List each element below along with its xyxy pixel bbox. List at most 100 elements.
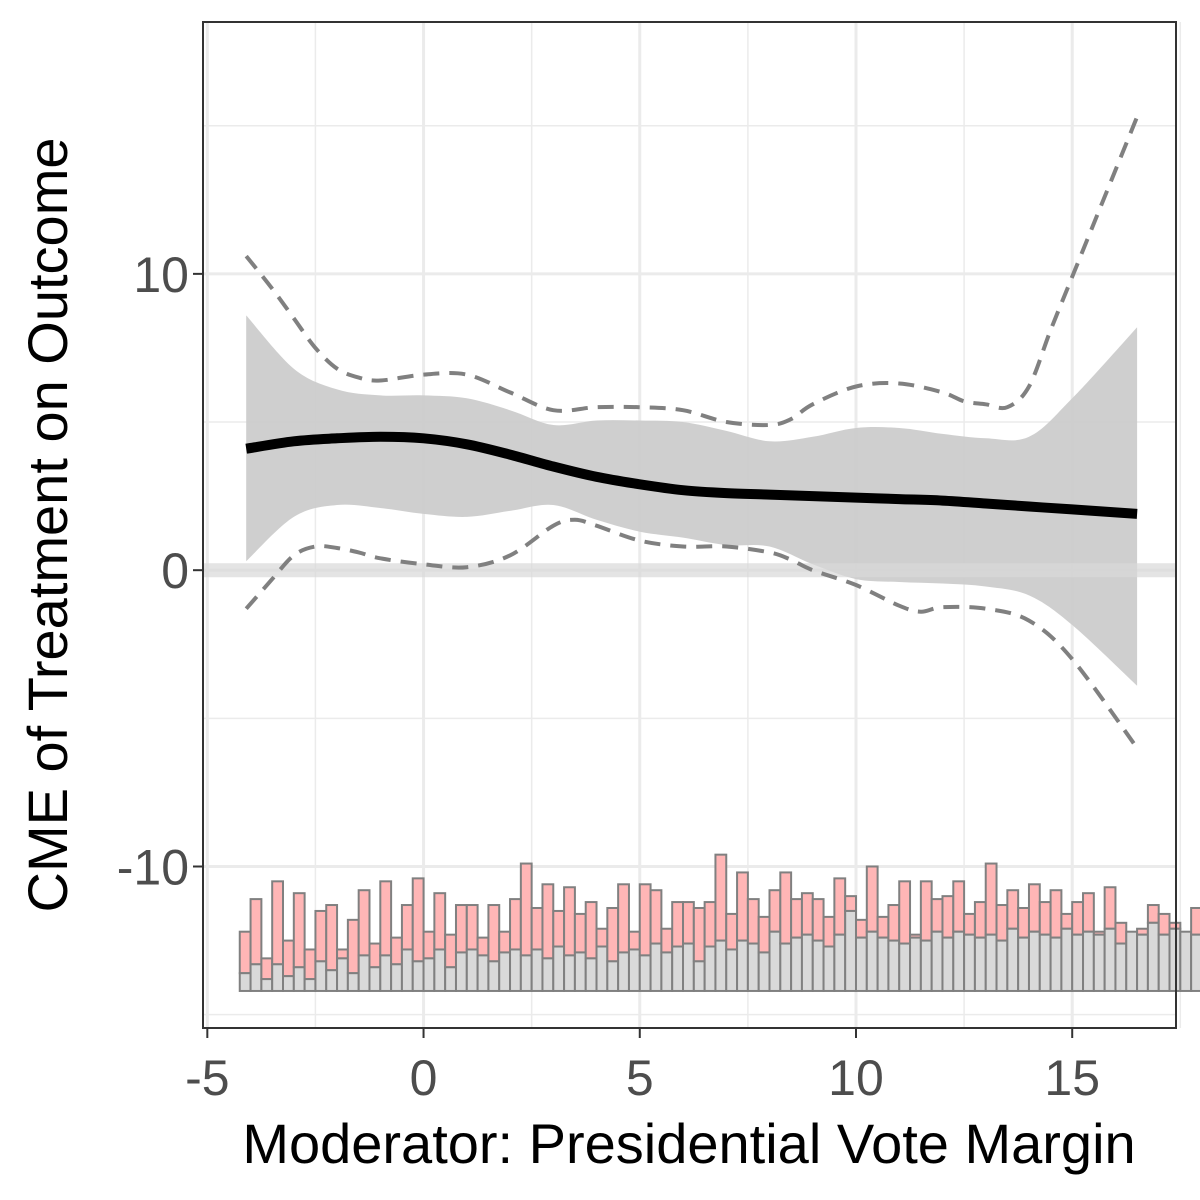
- histogram-bar-control: [757, 951, 771, 992]
- histogram-bar-control: [573, 951, 587, 992]
- histogram-bar-treated: [379, 880, 393, 957]
- histogram-bar-control: [692, 960, 706, 992]
- histogram-bar-control: [660, 951, 674, 992]
- histogram-bar-control: [909, 936, 922, 992]
- histogram-bar-treated: [682, 901, 695, 945]
- histogram-bar-control: [238, 972, 252, 992]
- y-tick-label: 10: [133, 247, 189, 303]
- histogram-bar-control: [1190, 933, 1200, 992]
- histogram-bar-control: [509, 948, 522, 992]
- histogram-bar-control: [606, 960, 620, 992]
- histogram-bar-control: [541, 957, 555, 992]
- histogram-bar-control: [357, 954, 371, 992]
- histogram-bar-treated: [1103, 886, 1117, 930]
- histogram-bar-treated: [238, 930, 252, 975]
- histogram-bar-control: [1071, 933, 1085, 992]
- histogram-bar-treated: [1017, 906, 1030, 939]
- histogram-bar-treated: [476, 936, 490, 957]
- histogram-bar-treated: [725, 912, 739, 951]
- histogram-bar-treated: [854, 918, 868, 939]
- histogram-bar-treated: [368, 942, 382, 969]
- histogram-bar-control: [1060, 927, 1074, 992]
- histogram-bar-control: [444, 966, 457, 992]
- histogram-bar-control: [487, 960, 501, 992]
- histogram-bar-control: [465, 948, 479, 992]
- histogram-bar-treated: [573, 912, 587, 954]
- histogram-bar-control: [530, 948, 544, 992]
- histogram-layer: [238, 853, 1200, 992]
- histogram-bar-treated: [314, 909, 328, 963]
- histogram-bar-control: [617, 951, 630, 992]
- y-axis-title: CME of Treatment on Outcome: [16, 138, 79, 913]
- histogram-bar-control: [1082, 930, 1095, 992]
- histogram-bar-treated: [941, 895, 955, 939]
- histogram-bar-control: [898, 942, 912, 992]
- histogram-bar-treated: [1114, 921, 1128, 945]
- histogram-bar-control: [292, 966, 306, 992]
- histogram-bar-control: [919, 939, 933, 992]
- histogram-bar-control: [941, 936, 955, 992]
- histogram-bar-control: [271, 963, 285, 992]
- histogram-bar-control: [454, 951, 468, 992]
- histogram-bar-treated: [1060, 912, 1074, 930]
- confidence-band-layer: [246, 315, 1138, 686]
- histogram-bar-control: [563, 954, 576, 992]
- histogram-bar-control: [973, 936, 987, 992]
- histogram-bar-treated: [865, 865, 879, 933]
- x-tick-label: 5: [626, 1050, 654, 1106]
- line-layer: [244, 116, 1139, 750]
- axis-layer: -5 0 5 10 15 -10 0 10: [117, 247, 1100, 1106]
- histogram-bar-control: [833, 933, 847, 992]
- histogram-bar-treated: [930, 898, 944, 933]
- histogram-bar-control: [952, 930, 966, 992]
- histogram-bar-control: [1049, 936, 1063, 992]
- histogram-bar-treated: [1146, 904, 1160, 924]
- histogram-bar-control: [1038, 933, 1052, 992]
- histogram-bar-treated: [1038, 901, 1052, 936]
- histogram-bar-control: [887, 939, 901, 992]
- histogram-bar-treated: [487, 904, 501, 963]
- histogram-bar-treated: [1071, 901, 1085, 936]
- histogram-bar-control: [260, 978, 274, 992]
- histogram-bar-treated: [638, 883, 652, 957]
- histogram-bar-control: [790, 936, 803, 992]
- histogram-bar-control: [433, 948, 447, 992]
- x-axis-title: Moderator: Presidential Vote Margin: [242, 1112, 1135, 1175]
- histogram-bar-control: [282, 975, 295, 992]
- histogram-bar-treated: [692, 906, 706, 963]
- y-tick-label: 0: [161, 543, 189, 599]
- histogram-bar-control: [638, 954, 652, 992]
- histogram-bar-control: [390, 963, 403, 992]
- histogram-bar-control: [779, 942, 793, 992]
- histogram-bar-control: [822, 945, 836, 992]
- histogram-bar-treated: [1006, 889, 1020, 930]
- histogram-bar-treated: [649, 889, 663, 945]
- histogram-bar-control: [519, 954, 533, 992]
- x-tick-label: 10: [828, 1050, 884, 1106]
- histogram-bar-control: [249, 963, 263, 992]
- histogram-bar-control: [476, 954, 490, 992]
- histogram-bar-treated: [541, 883, 555, 960]
- histogram-bar-treated: [995, 904, 1009, 942]
- histogram-bar-control: [876, 936, 890, 992]
- histogram-bar-control: [984, 933, 998, 992]
- y-tick-label: -10: [117, 840, 189, 896]
- histogram-bar-treated: [249, 898, 263, 966]
- histogram-bar-control: [682, 942, 695, 992]
- histogram-bar-treated: [357, 889, 371, 957]
- histogram-bar-control: [671, 945, 685, 992]
- histogram-bar-treated: [617, 883, 630, 954]
- histogram-bar-treated: [833, 877, 847, 936]
- histogram-bar-treated: [768, 889, 782, 933]
- histogram-bar-treated: [498, 930, 512, 954]
- histogram-bar-control: [1017, 936, 1030, 992]
- histogram-bar-control: [1157, 933, 1171, 992]
- histogram-bar-control: [627, 948, 641, 992]
- histogram-bar-treated: [844, 895, 857, 912]
- histogram-bar-control: [746, 942, 760, 992]
- panel-border: [202, 21, 1177, 1029]
- histogram-bar-treated: [660, 927, 674, 954]
- histogram-bar-treated: [746, 898, 760, 945]
- histogram-bar-treated: [736, 871, 749, 942]
- histogram-bar-control: [854, 936, 868, 992]
